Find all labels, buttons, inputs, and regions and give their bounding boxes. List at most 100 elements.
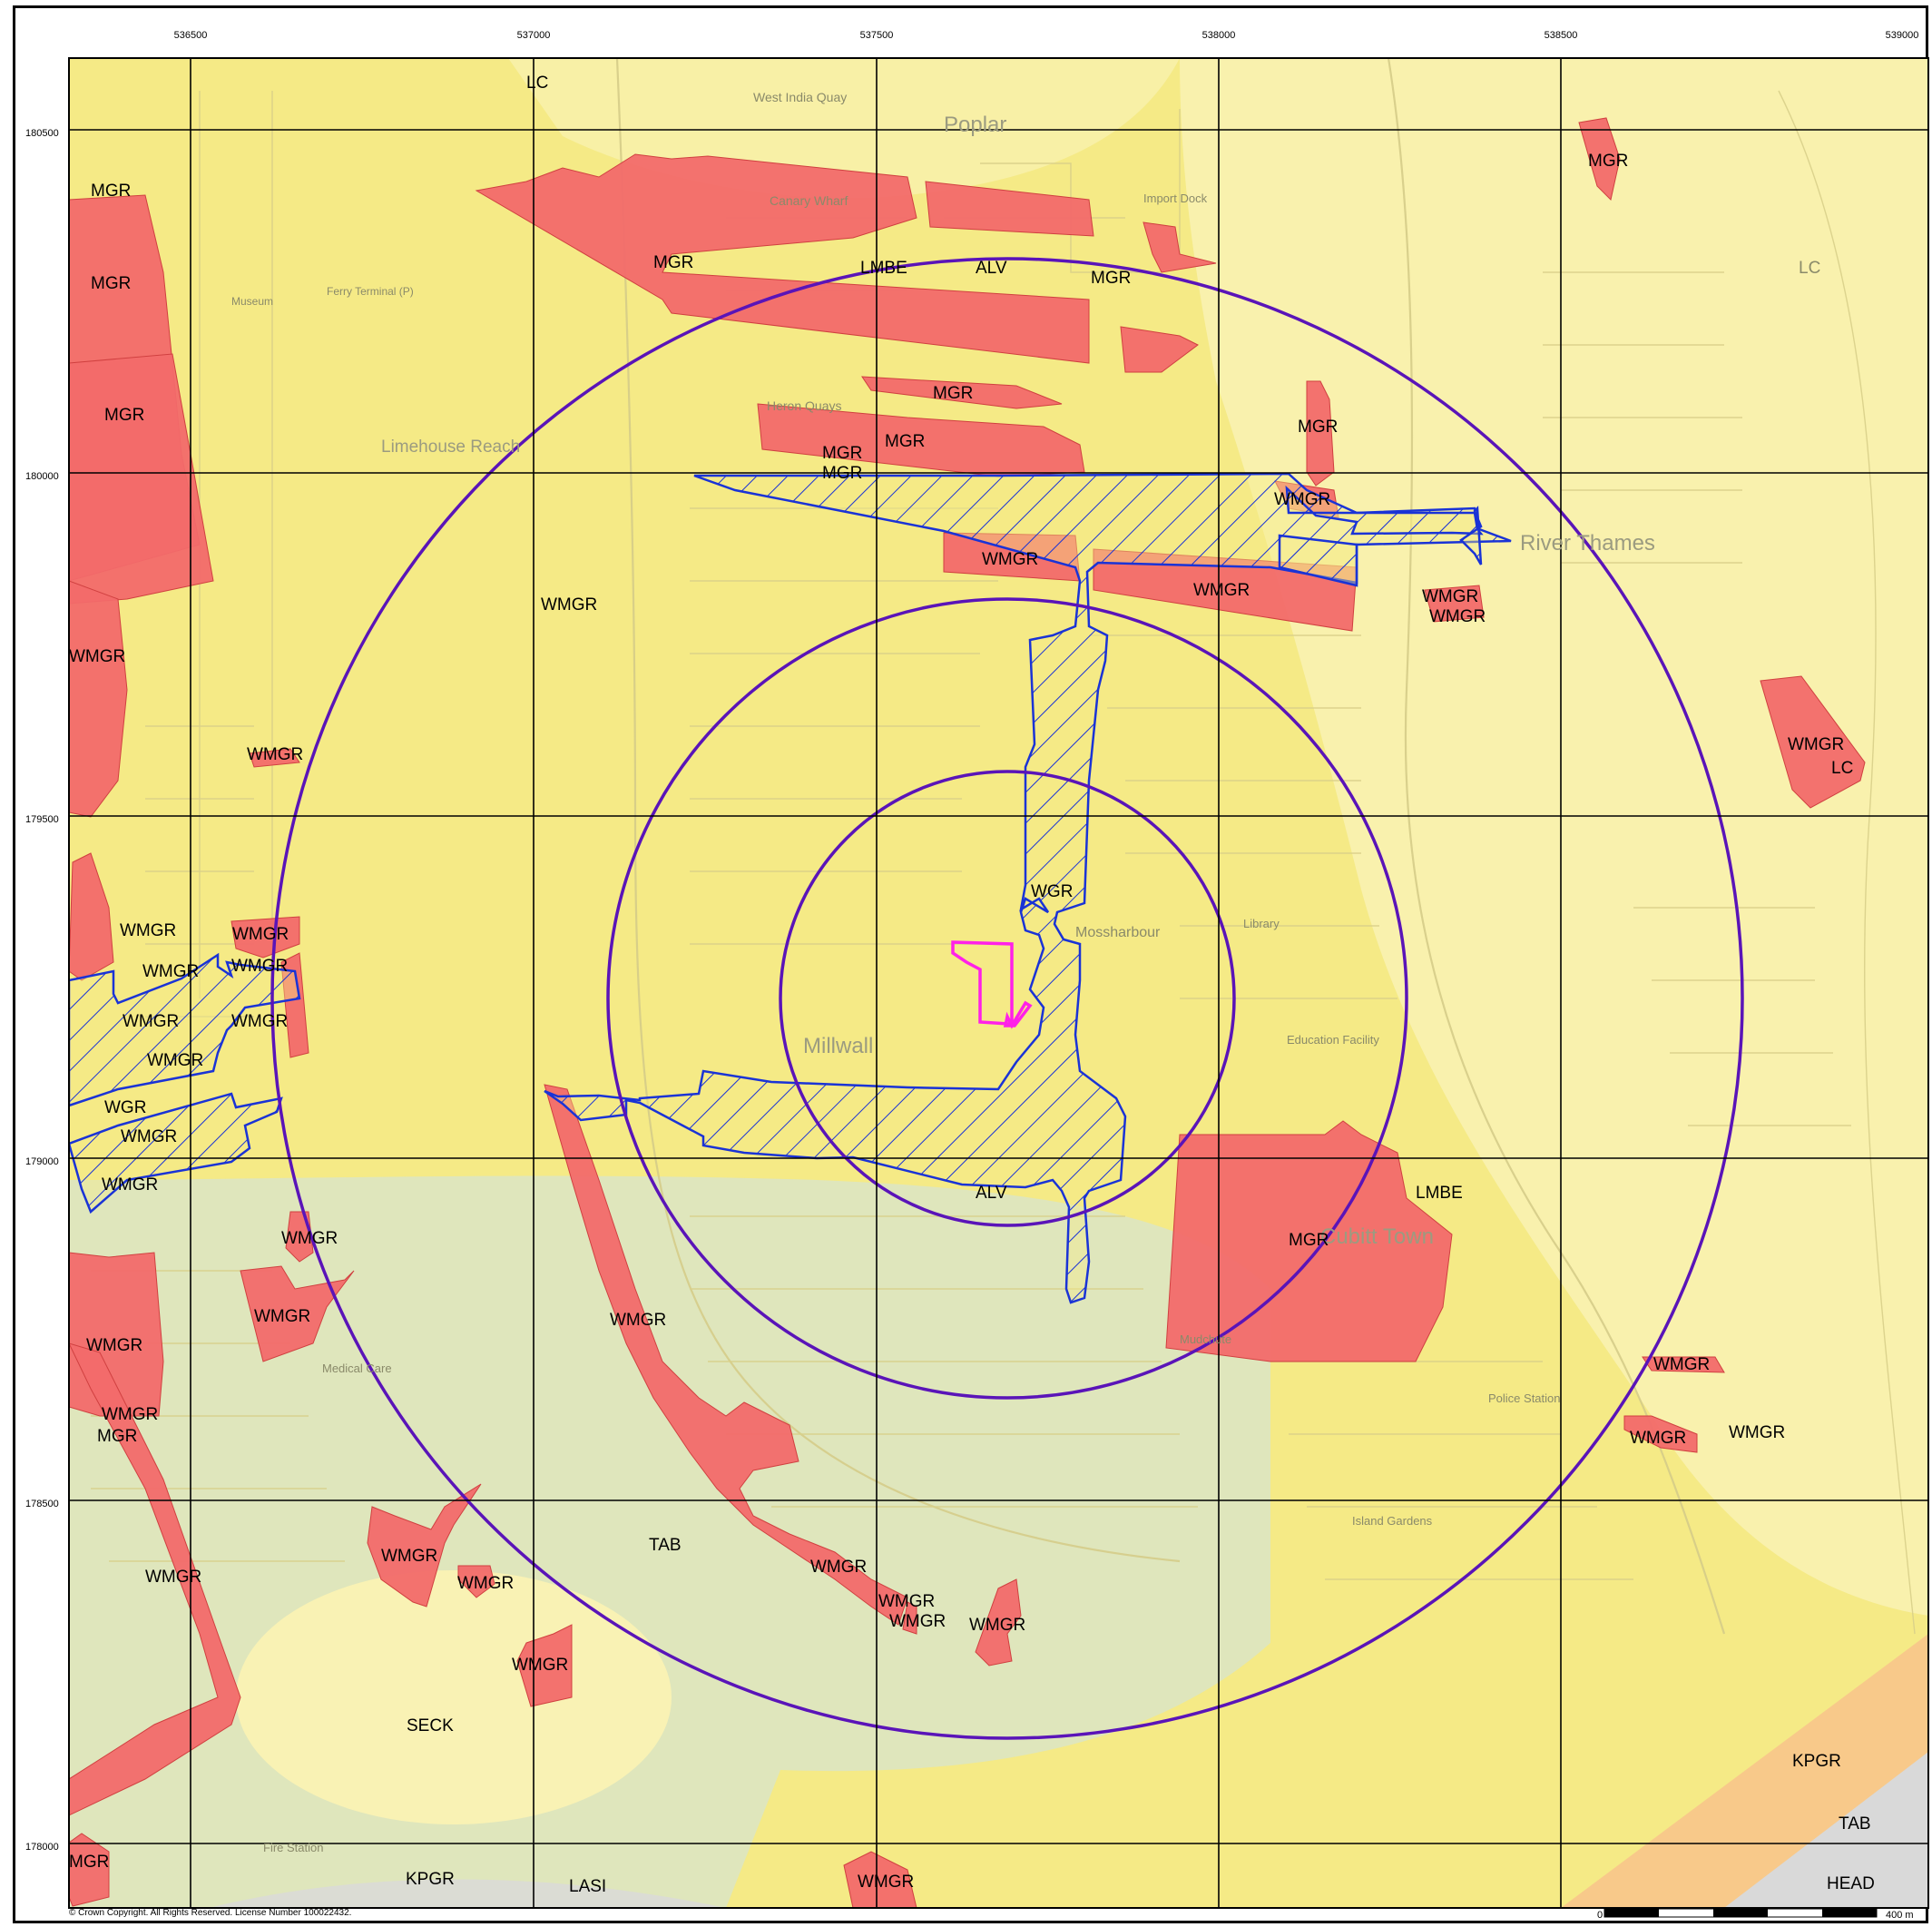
geo-wmgr-west [69, 580, 128, 818]
northing-tick: 179000 [25, 1156, 59, 1167]
grey-zone-south [209, 1879, 726, 1908]
geo-label: MGR [69, 1853, 109, 1872]
buffer-rings [270, 257, 1744, 1740]
geo-label: WMGR [1630, 1429, 1686, 1448]
geo-label: KPGR [1792, 1752, 1841, 1771]
hatched-east-point [1459, 506, 1483, 565]
geo-label: MGR [91, 182, 131, 201]
geo-wmgr-c [230, 916, 300, 959]
geo-mgr-mudchute [1165, 1120, 1453, 1362]
geo-label: MGR [933, 384, 973, 403]
geo-label: WMGR [1653, 1355, 1710, 1374]
geo-label: WMGR [969, 1616, 1025, 1635]
geo-label: MGR [822, 464, 862, 483]
geo-label: TAB [649, 1536, 682, 1555]
northing-tick: 178500 [25, 1499, 59, 1509]
place-island-gardens: Island Gardens [1352, 1514, 1433, 1528]
scale-start-label: 0 [1597, 1910, 1603, 1921]
geo-mgr-f [1306, 380, 1335, 487]
geo-label: ALV [976, 259, 1007, 278]
geo-label: WMGR [254, 1307, 310, 1326]
geo-label: LMBE [860, 259, 907, 278]
geo-label: WMGR [610, 1311, 666, 1330]
geo-label: MGR [1091, 269, 1131, 288]
geo-label: WMGR [1193, 581, 1250, 600]
geo-label: ALV [976, 1184, 1007, 1203]
geo-wmgr-a [249, 748, 300, 768]
map-border [68, 57, 1929, 1909]
geo-mgr-d [861, 376, 1063, 409]
place-names: Poplar West India Quay Canary Wharf Lime… [231, 90, 1655, 1854]
geo-label: MGR [1298, 418, 1338, 437]
geo-label: WMGR [147, 1051, 203, 1070]
geo-label: MGR [822, 444, 862, 463]
geo-label: WMGR [541, 595, 597, 614]
geo-label: TAB [1839, 1814, 1871, 1834]
place-medical-care: Medical Care [322, 1362, 392, 1375]
pale-zone-south [236, 1570, 672, 1824]
geology-labels: LC MGR MGR MGR WMGR WMGR MGR LMBE ALV MG… [69, 74, 1875, 1896]
geo-label: MGR [885, 432, 925, 451]
place-fire-station: Fire Station [263, 1841, 323, 1854]
site-boundary[interactable] [951, 940, 1033, 1029]
northing-tick: 179500 [25, 814, 59, 825]
geo-mgr-sw [69, 1833, 110, 1907]
geo-label: HEAD [1827, 1874, 1875, 1893]
geo-wmgr-sw-strip [69, 1342, 241, 1816]
geo-wmgr-h [1424, 585, 1485, 623]
geo-label: LMBE [1416, 1184, 1463, 1203]
geo-label: LC [1831, 759, 1853, 778]
northing-labels: 180500 180000 179500 179000 178500 17800… [25, 128, 59, 1853]
geo-label: WMGR [145, 1568, 201, 1587]
geo-label: WMGR [281, 1229, 338, 1248]
easting-tick: 539000 [1886, 30, 1919, 41]
geo-mgr-canary-2 [925, 181, 1094, 237]
geo-wmgr-i [902, 1601, 917, 1635]
geo-wmgr-j [975, 1578, 1022, 1666]
ring-middle [606, 597, 1408, 1400]
scale-end-label: 400 m [1886, 1910, 1914, 1921]
geo-label: WMGR [512, 1656, 568, 1675]
place-limehouse-reach: Limehouse Reach [381, 438, 520, 457]
grey-zone [1724, 1752, 1928, 1908]
ring-inner [779, 770, 1236, 1227]
geo-label: WGR [104, 1098, 146, 1117]
northing-tick: 180500 [25, 128, 59, 139]
place-heron-quays: Heron Quays [767, 398, 841, 413]
place-ferry-terminal: Ferry Terminal (P) [327, 285, 414, 298]
place-library: Library [1243, 917, 1280, 930]
geo-label: WMGR [381, 1547, 437, 1566]
geo-label: WMGR [982, 550, 1038, 569]
northing-tick: 178000 [25, 1842, 59, 1853]
geo-mgr-b [1143, 221, 1217, 273]
easting-tick: 537000 [517, 30, 551, 41]
geo-label: KPGR [406, 1870, 455, 1889]
scale-bar: 0 400 m [1597, 1908, 1914, 1921]
hatched-area [69, 472, 1512, 1304]
geo-label: WMGR [231, 1012, 288, 1031]
place-police-station: Police Station [1488, 1391, 1561, 1405]
coordinate-grid [69, 58, 1928, 1908]
geo-label: WMGR [102, 1405, 158, 1424]
northing-tick: 180000 [25, 471, 59, 482]
geo-label: WMGR [878, 1592, 935, 1611]
place-education-facility: Education Facility [1287, 1033, 1379, 1047]
geo-wmgr-b [69, 852, 114, 981]
geo-label: WMGR [123, 1012, 179, 1031]
geo-label: WMGR [247, 745, 303, 764]
geo-label: MGR [91, 274, 131, 293]
geo-wmgr-sw-4 [367, 1483, 482, 1607]
geo-wmgr-sw-5 [457, 1565, 495, 1598]
place-mossharbour: Mossharbour [1075, 925, 1161, 940]
place-cubitt-town: Cubitt Town [1320, 1224, 1434, 1249]
place-river-thames: River Thames [1520, 531, 1655, 555]
easting-tick: 536500 [174, 30, 208, 41]
easting-tick: 538500 [1545, 30, 1578, 41]
pale-zone-east [1180, 58, 1928, 1616]
geo-label: WGR [1031, 882, 1073, 901]
place-west-india-quay: West India Quay [753, 90, 847, 104]
copyright-notice: © Crown Copyright. All Rights Reserved. … [69, 1908, 352, 1918]
geo-label: WMGR [457, 1574, 514, 1593]
geo-mgr-west-2 [69, 353, 214, 605]
